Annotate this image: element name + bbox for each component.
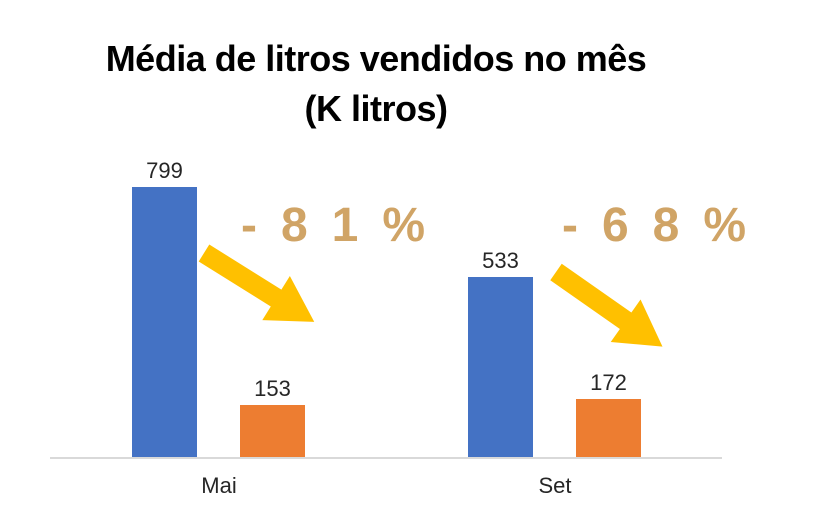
bar-value-label: 172	[590, 370, 627, 395]
decrease-arrow-set-shape	[550, 263, 663, 347]
x-axis-label-set: Set	[538, 473, 572, 498]
decrease-arrow-set-icon	[550, 263, 663, 347]
chart-title: Média de litros vendidos no mês (K litro…	[61, 34, 691, 134]
chart-title-line-2: (K litros)	[304, 88, 449, 129]
decrease-arrow-mai-icon	[198, 244, 315, 322]
bar-blue-set	[468, 277, 533, 457]
annotation-pct-mai: -81%	[241, 199, 450, 252]
chart-title-line-1: Média de litros vendidos no mês	[105, 38, 647, 79]
bar-orange-mai	[240, 405, 305, 457]
annotation-pct-set: -68%	[562, 199, 771, 252]
bar-blue-mai	[132, 187, 197, 457]
bar-value-label: 799	[146, 158, 183, 183]
bar-value-label: 153	[254, 376, 291, 401]
decrease-arrow-mai-shape	[198, 244, 315, 322]
bar-value-label: 533	[482, 248, 519, 273]
x-axis-label-mai: Mai	[201, 473, 237, 498]
x-axis-line	[50, 457, 722, 459]
bar-orange-set	[576, 399, 641, 457]
